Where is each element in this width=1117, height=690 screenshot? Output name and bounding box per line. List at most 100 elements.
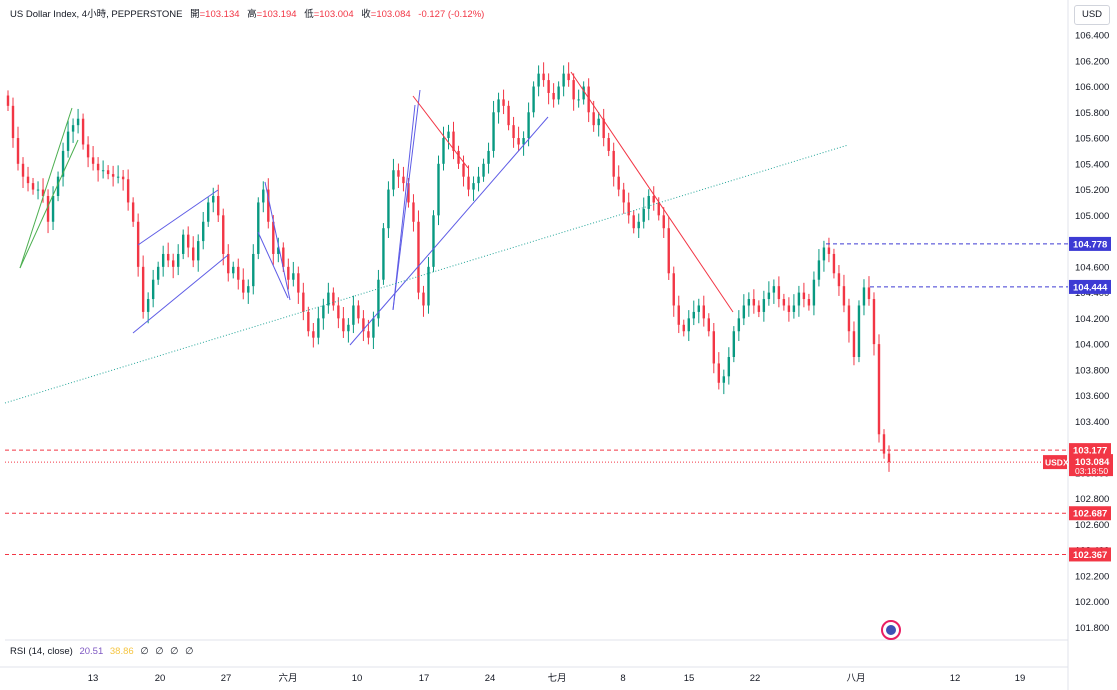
candle-body <box>392 170 395 190</box>
change-value: -0.127 (-0.12%) <box>418 9 485 20</box>
candle-body <box>51 196 55 222</box>
red-trendline-2 <box>570 71 734 313</box>
candle-body <box>26 176 30 184</box>
candle-body <box>347 324 350 332</box>
candle-body <box>71 125 75 132</box>
candle-body <box>762 299 766 312</box>
candle-body <box>362 318 365 332</box>
candle-body <box>617 176 620 190</box>
candle-body <box>282 247 285 267</box>
candle-body <box>782 299 786 306</box>
x-tick-label: 15 <box>684 673 695 684</box>
wedge-line <box>264 181 291 301</box>
candle-body <box>567 73 570 81</box>
impulse-line-1 <box>392 89 421 311</box>
candle-body <box>607 138 610 151</box>
candle-body <box>647 196 650 209</box>
y-tick-label: 103.600 <box>1075 391 1109 402</box>
candle-body <box>312 331 315 338</box>
candle-body <box>857 305 861 357</box>
candle-body <box>512 125 515 139</box>
y-tick-label: 105.600 <box>1075 134 1109 145</box>
candle-body <box>667 228 670 274</box>
x-tick-label: 19 <box>1015 673 1026 684</box>
candle-body <box>802 292 806 300</box>
candle-body <box>197 241 200 261</box>
low-label: 低 <box>304 9 314 20</box>
candle-body <box>652 196 655 203</box>
candle-body <box>156 266 160 280</box>
x-tick-label: 27 <box>221 673 232 684</box>
y-tick-label: 104.200 <box>1075 314 1109 325</box>
candle-body <box>131 202 135 222</box>
red-trendline-1 <box>412 95 469 169</box>
candle-body <box>126 179 130 203</box>
candle-body <box>832 253 836 274</box>
candle-body <box>36 189 40 191</box>
y-tick-label: 106.200 <box>1075 56 1109 67</box>
candle-body <box>577 99 580 101</box>
rising-trendline <box>349 116 549 346</box>
candle-body <box>257 202 260 254</box>
candle-body <box>227 253 230 274</box>
candle-body <box>297 273 300 293</box>
candle-body <box>492 112 495 151</box>
candle-body <box>106 170 110 175</box>
candle-body <box>712 331 716 364</box>
candle-body <box>247 286 250 293</box>
price-level-label: 104.778 <box>1073 239 1107 250</box>
candle-body <box>322 305 325 319</box>
low-value: =103.004 <box>313 9 354 20</box>
candle-body <box>202 221 205 242</box>
tradingview-logo-icon[interactable] <box>881 620 901 640</box>
open-label: 開 <box>190 9 200 20</box>
symbol-tag-label: USDX <box>1045 458 1069 468</box>
currency-button[interactable]: USD <box>1074 5 1110 25</box>
candle-body <box>532 86 535 113</box>
y-tick-label: 102.000 <box>1075 597 1109 608</box>
candle-body <box>572 80 575 100</box>
candle-body <box>327 292 330 306</box>
candle-body <box>407 183 410 203</box>
channel-line-lower <box>132 254 229 334</box>
candle-body <box>612 150 615 177</box>
candle-body <box>467 176 470 190</box>
candle-body <box>742 305 746 319</box>
candle-body <box>91 157 95 164</box>
symbol-label[interactable]: US Dollar Index, 4小時, PEPPERSTONE <box>10 9 183 20</box>
candle-body <box>687 318 690 332</box>
candle-body <box>187 234 190 248</box>
candle-body <box>317 318 320 338</box>
rsi-label[interactable]: RSI (14, close) <box>10 646 73 657</box>
x-tick-label: 22 <box>750 673 761 684</box>
candle-body <box>287 266 290 280</box>
candle-body <box>387 189 390 229</box>
candle-body <box>757 305 761 312</box>
channel-line-upper <box>137 189 219 246</box>
open-value: =103.134 <box>199 9 240 20</box>
candle-body <box>402 176 405 184</box>
candle-body <box>447 131 450 139</box>
candle-body <box>842 286 846 306</box>
candle-body <box>161 253 165 267</box>
y-tick-label: 105.800 <box>1075 108 1109 119</box>
candle-body <box>237 266 240 280</box>
candle-body <box>777 286 781 300</box>
candle-body <box>872 299 876 345</box>
x-tick-label: 24 <box>485 673 496 684</box>
rsi-empty-3: ∅ <box>170 646 179 657</box>
close-value: =103.084 <box>370 9 411 20</box>
candle-body <box>432 215 435 267</box>
price-level-label: 102.367 <box>1073 550 1107 561</box>
candle-body <box>76 118 80 126</box>
candle-body <box>507 105 510 126</box>
candle-body <box>116 176 120 178</box>
rsi-empty-1: ∅ <box>140 646 149 657</box>
candle-body <box>717 363 721 383</box>
y-tick-label: 101.800 <box>1075 623 1109 634</box>
rsi-value: 20.51 <box>79 646 104 657</box>
symbol-tag <box>1043 455 1067 470</box>
candle-body <box>171 260 175 267</box>
candle-body <box>472 183 475 190</box>
